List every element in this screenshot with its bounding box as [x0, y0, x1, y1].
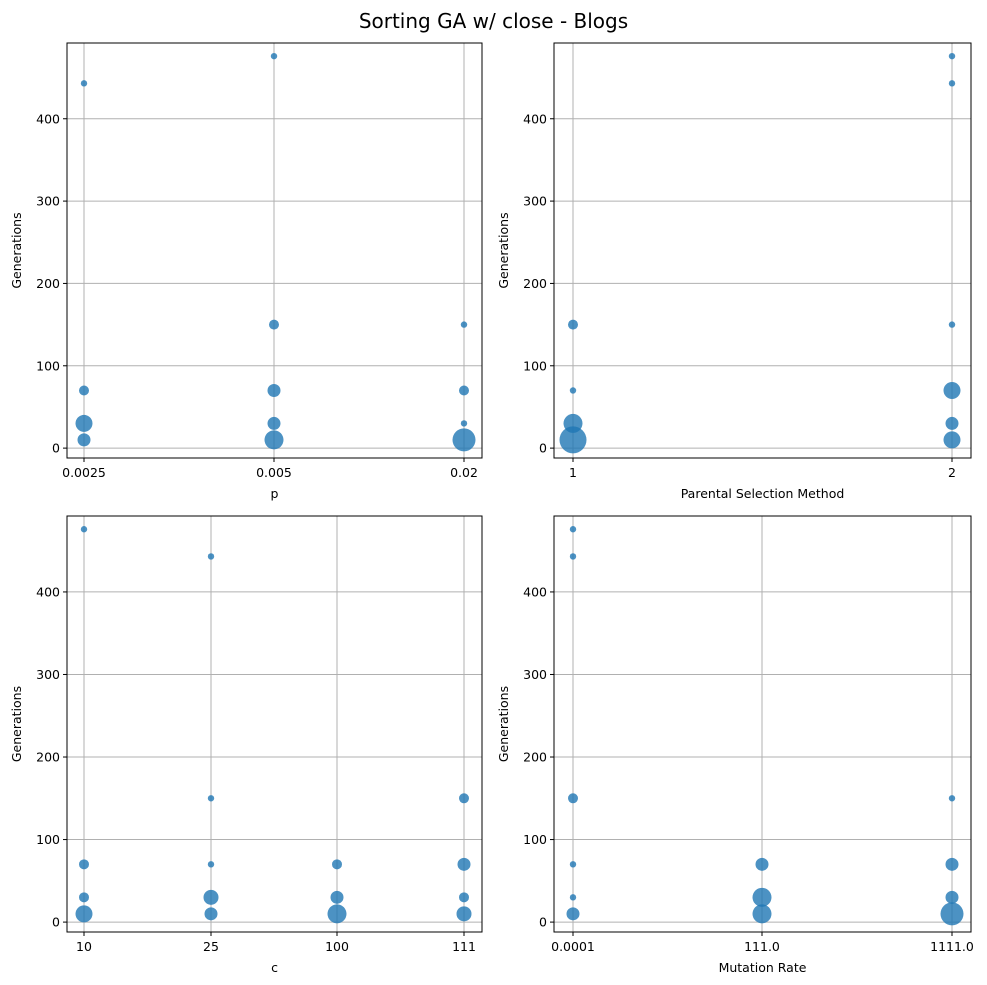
y-tick-label: 0: [539, 915, 547, 930]
subplot-parental-selection-method: 0 100 200 300 400 1 2 Parental Selection Method…: [496, 42, 972, 501]
x-axis-label: c: [271, 960, 278, 975]
y-axis-label: Generations: [9, 686, 24, 762]
scatter-point: [459, 793, 469, 804]
subplot-mutation-rate: 0 100 200 300 400 0.0001 111.0 1111.0 Mutation R…: [496, 515, 974, 975]
x-tick-label: 10: [76, 939, 92, 954]
scatter-point: [80, 80, 88, 87]
scatter-point: [270, 52, 278, 60]
scatter-point: [203, 889, 219, 905]
y-tick-label: 200: [523, 276, 547, 291]
scatter-point: [459, 385, 469, 396]
scatter-point: [569, 553, 577, 560]
x-tick-label: 0.005: [256, 465, 292, 480]
scatter-point: [948, 52, 956, 60]
x-axis-label: Parental Selection Method: [681, 486, 845, 501]
scatter-point: [752, 904, 772, 924]
scatter-point: [207, 795, 215, 802]
scatter-point: [559, 426, 587, 454]
scatter-point: [452, 428, 476, 452]
y-tick-label: 400: [36, 111, 60, 126]
y-tick-label: 0: [52, 441, 60, 456]
scatter-point: [568, 793, 578, 804]
subplot-p: 0 100 200 300 400 0.0025 0.005 0.02 p Generations: [9, 42, 483, 501]
subplot-c: 0 100 200 300 400 10 25 100 111 c Generations: [9, 515, 483, 975]
y-tick-label: 300: [523, 667, 547, 682]
y-tick-label: 100: [523, 832, 547, 847]
scatter-point: [569, 861, 577, 868]
scatter-point: [755, 857, 769, 871]
x-tick-label: 0.0025: [62, 465, 106, 480]
x-tick-label: 2: [948, 465, 956, 480]
scatter-point: [80, 526, 88, 533]
y-tick-label: 0: [539, 441, 547, 456]
y-tick-label: 300: [523, 194, 547, 209]
x-tick-label: 1111.0: [930, 939, 974, 954]
x-tick-label: 0.0001: [551, 939, 595, 954]
x-tick-label: 25: [203, 939, 219, 954]
scatter-point: [456, 906, 472, 922]
y-tick-label: 200: [36, 276, 60, 291]
y-tick-label: 100: [36, 358, 60, 373]
y-tick-label: 400: [36, 584, 60, 599]
x-tick-label: 100: [325, 939, 349, 954]
scatter-point: [948, 80, 956, 87]
scatter-point: [566, 907, 580, 921]
y-tick-label: 300: [36, 194, 60, 209]
y-tick-label: 100: [523, 358, 547, 373]
scatter-point: [77, 433, 91, 447]
scatter-point: [460, 321, 468, 328]
y-axis-label: Generations: [496, 686, 511, 762]
scatter-point: [207, 553, 215, 560]
scatter-point: [569, 387, 577, 394]
figure-title: Sorting GA w/ close - Blogs: [359, 9, 628, 33]
scatter-point: [948, 795, 956, 802]
scatter-point: [79, 892, 89, 903]
y-tick-label: 300: [36, 667, 60, 682]
scatter-point: [569, 894, 577, 901]
scatter-point: [79, 385, 89, 396]
scatter-point: [569, 526, 577, 533]
scatter-point: [269, 319, 279, 330]
scatter-point: [945, 416, 959, 430]
scatter-point: [943, 431, 961, 449]
x-axis-label: Mutation Rate: [719, 960, 807, 975]
y-tick-label: 200: [523, 750, 547, 765]
scatter-point: [267, 383, 281, 397]
scatter-point: [460, 420, 468, 427]
scatter-point: [267, 416, 281, 430]
scatter-point: [332, 859, 342, 870]
y-tick-label: 100: [36, 832, 60, 847]
scatter-point: [948, 321, 956, 328]
scatter-point: [264, 430, 284, 450]
y-axis-label: Generations: [9, 212, 24, 288]
x-tick-label: 111: [452, 939, 476, 954]
y-axis-label: Generations: [496, 212, 511, 288]
scatter-point: [943, 381, 961, 399]
axes-frame: [66, 515, 483, 933]
y-tick-label: 400: [523, 584, 547, 599]
y-tick-label: 200: [36, 750, 60, 765]
scatter-point: [330, 890, 344, 904]
scatter-point: [75, 905, 93, 923]
x-axis-label: p: [271, 486, 279, 501]
scatter-point: [204, 907, 218, 921]
scatter-point: [457, 857, 471, 871]
scatter-point: [75, 414, 93, 432]
x-tick-label: 0.02: [450, 465, 478, 480]
axes-frame: [553, 42, 972, 459]
scatter-point: [459, 892, 469, 903]
x-tick-label: 111.0: [744, 939, 780, 954]
y-tick-label: 0: [52, 915, 60, 930]
scatter-point: [207, 861, 215, 868]
scatter-point: [327, 904, 347, 924]
x-tick-label: 1: [569, 465, 577, 480]
scatter-point: [945, 857, 959, 871]
scatter-point: [568, 319, 578, 330]
scatter-point: [945, 890, 959, 904]
scatter-point: [940, 902, 964, 926]
scatter-point: [79, 859, 89, 870]
scatter-point: [752, 887, 772, 907]
y-tick-label: 400: [523, 111, 547, 126]
